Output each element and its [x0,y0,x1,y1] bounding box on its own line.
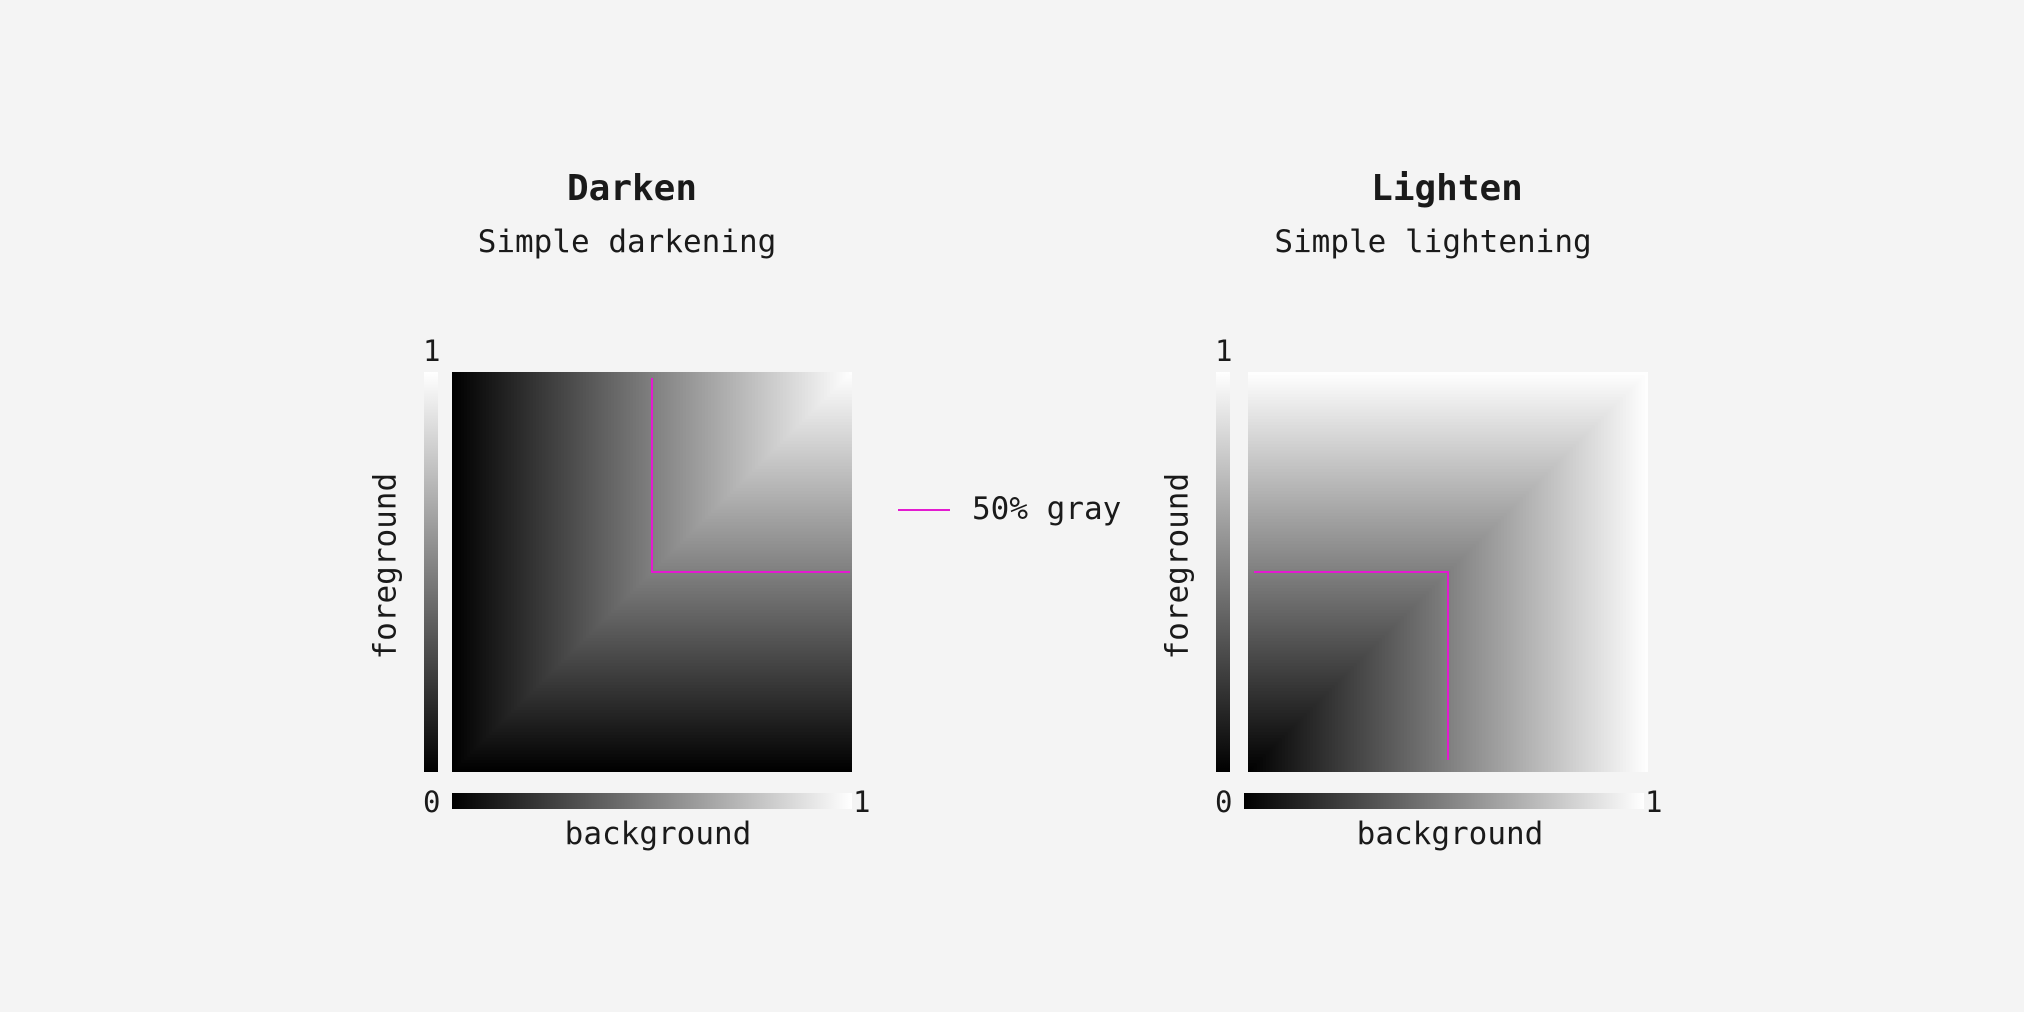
panel-subtitle: Simple lightening [1274,224,1592,260]
background-gradient-bar [452,793,852,809]
y-tick-max: 1 [423,334,441,368]
y-tick-max: 1 [1215,334,1233,368]
panel-title: Darken [566,168,698,209]
foreground-gradient-bar [1216,372,1230,772]
legend-swatch-line [898,509,950,511]
foreground-gradient-bar [424,372,438,772]
x-axis-label: background [564,816,752,852]
x-axis-label: background [1356,816,1544,852]
origin-tick: 0 [423,785,441,819]
origin-tick: 0 [1215,785,1233,819]
legend-label: 50% gray [972,491,1122,527]
panel-title: Lighten [1371,168,1523,209]
x-tick-max: 1 [1645,785,1663,819]
y-axis-label: foreground [367,472,404,660]
reference-lines-lighten [1254,571,1449,760]
background-gradient-bar [1244,793,1644,809]
fifty-percent-gray-line [1254,571,1449,760]
reference-lines-darken [651,378,850,573]
y-axis-label: foreground [1159,472,1196,660]
panel-subtitle: Simple darkening [477,224,777,260]
fifty-percent-gray-line [651,378,850,573]
x-tick-max: 1 [853,785,871,819]
